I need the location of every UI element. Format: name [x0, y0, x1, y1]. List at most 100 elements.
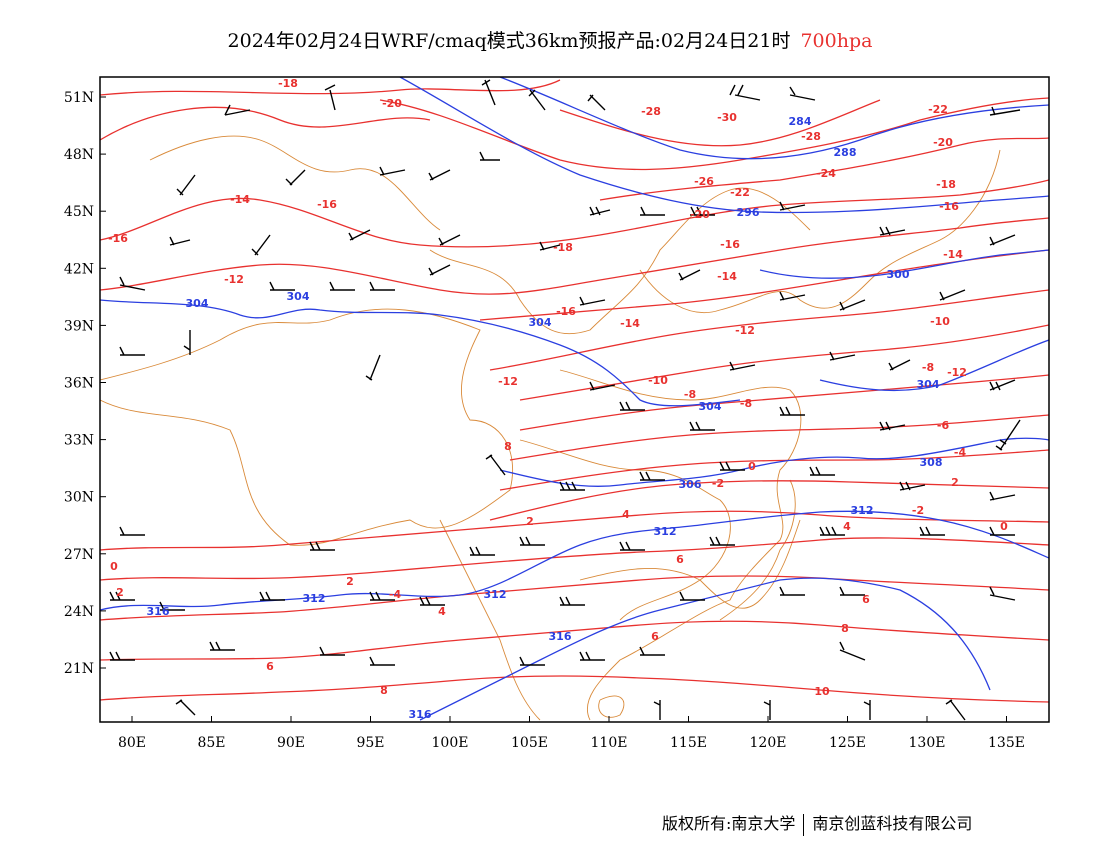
wind-barb [989, 106, 1021, 116]
wind-barb [479, 151, 500, 161]
wind-barb [839, 641, 866, 661]
temperature-label: 4 [622, 508, 630, 521]
wind-barb [579, 296, 606, 306]
temperature-label: -2 [912, 504, 924, 517]
borders [100, 135, 1001, 721]
temperature-label: -16 [939, 200, 959, 213]
lat-tick-label: 21N [64, 661, 94, 677]
temperature-label: -18 [936, 178, 956, 191]
border-path [439, 519, 541, 721]
lat-tick-label: 27N [64, 547, 94, 563]
geopotential-contour [499, 77, 1049, 160]
copyright-footer: 版权所有:南京大学 南京创蓝科技有限公司 [662, 810, 972, 836]
temperature-label: -20 [933, 136, 953, 149]
wind-barb [888, 359, 911, 371]
wind-barb [119, 346, 145, 356]
temperature-label: 2 [526, 515, 534, 528]
temperature-label: -8 [684, 388, 696, 401]
wind-barb [879, 421, 906, 431]
geopotential-label: 304 [529, 316, 552, 329]
temperature-contour [100, 537, 1049, 581]
wind-barb [899, 481, 926, 491]
wind-barb [589, 381, 616, 391]
wind-barb [879, 226, 906, 236]
geopotential-label: 308 [920, 456, 943, 469]
lon-tick-label: 130E [909, 735, 946, 751]
temperature-contour [100, 106, 431, 141]
temperature-contour [479, 249, 1049, 321]
temperature-label: -24 [816, 167, 836, 180]
lon-tick-label: 80E [118, 735, 146, 751]
wind-barb [919, 526, 945, 536]
temperature-label: -8 [922, 361, 934, 374]
geopotential-label: 304 [917, 378, 940, 391]
wind-barb [559, 596, 585, 606]
temperature-contour [100, 575, 1049, 621]
geopotential-label: 316 [409, 708, 432, 721]
temperature-contour [100, 675, 1049, 703]
copyright-left: 版权所有:南京大学 [662, 814, 796, 833]
wind-barb [653, 700, 661, 720]
temperature-labels: -18-20-28 -30-28-26-24-22-22-20-20-18-18-… [108, 77, 1008, 698]
border-path [429, 187, 811, 335]
temperature-label: 2 [346, 575, 354, 588]
border-path [719, 479, 796, 621]
wind-barb [119, 276, 146, 291]
temperature-label: 4 [438, 605, 446, 618]
longitude-axis: 80E 85E 90E 95E 100E 105E 110E 115E 120E 125E 130E… [118, 716, 1025, 751]
wind-barb [579, 651, 605, 661]
wind-barb [319, 646, 345, 656]
lat-tick-label: 45N [64, 204, 94, 220]
wind-barb [587, 94, 606, 111]
wind-barb [989, 526, 1015, 536]
wind-barb [309, 541, 335, 551]
wind-barb [224, 104, 251, 116]
temperature-label: -22 [730, 186, 750, 199]
geopotential-labels: 2842882963003043043043043043063083123123… [147, 115, 943, 721]
temperature-label: -10 [930, 315, 950, 328]
wind-barb [779, 586, 805, 596]
wind-barb [519, 536, 545, 546]
wind-barb [438, 234, 461, 246]
temperature-label: 0 [110, 560, 118, 573]
temperature-label: -12 [224, 273, 244, 286]
geopotential-label: 288 [834, 146, 857, 159]
wind-barb [428, 264, 451, 276]
title-level: 700hpa [800, 30, 873, 52]
lon-tick-label: 105E [511, 735, 548, 751]
wind-barb [989, 379, 1016, 391]
temperature-contour [519, 374, 1049, 431]
temperature-contour [499, 449, 1049, 491]
temperature-label: -14 [620, 317, 640, 330]
temperature-label: -26 [694, 175, 714, 188]
wind-barb [428, 169, 451, 181]
geopotential-label: 304 [287, 290, 310, 303]
temperature-contours [100, 79, 1049, 703]
wind-barb [640, 206, 665, 216]
lon-tick-label: 95E [356, 735, 384, 751]
geopotential-contour [759, 249, 1049, 279]
border-path [639, 149, 1001, 314]
wind-barb [729, 361, 756, 371]
wind-barb [639, 471, 665, 481]
wind-barb [779, 201, 806, 211]
temperature-label: 8 [380, 684, 388, 697]
temperature-label: -12 [498, 375, 518, 388]
wind-barb [379, 166, 406, 176]
temperature-label: -16 [720, 238, 740, 251]
temperature-label: 4 [843, 520, 851, 533]
lat-tick-label: 42N [64, 261, 94, 277]
temperature-label: 8 [841, 622, 849, 635]
wind-barb [259, 591, 285, 601]
geopotential-contour [819, 339, 1049, 392]
wind-barb [995, 419, 1021, 451]
temperature-label: -8 [740, 397, 752, 410]
geopotential-label: 312 [851, 504, 874, 517]
wind-barb [819, 526, 845, 536]
temperature-label: -20 [382, 97, 402, 110]
border-path [100, 308, 514, 546]
wind-barb [689, 421, 715, 431]
temperature-label: -14 [717, 270, 737, 283]
geopotential-label: 300 [887, 268, 910, 281]
